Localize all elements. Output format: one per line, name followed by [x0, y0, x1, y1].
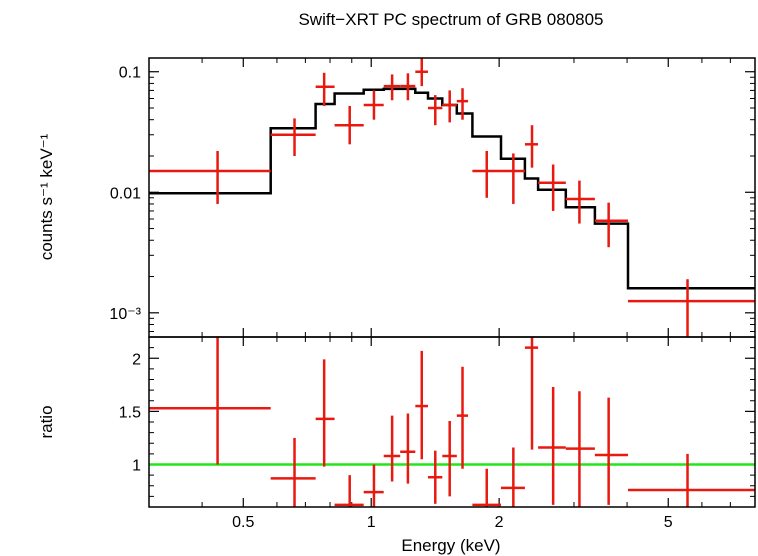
- ratio-data-point: [415, 350, 428, 460]
- ratio-data-point: [472, 468, 501, 507]
- model-curve-path: [149, 87, 755, 290]
- ratio-data-point: [456, 366, 469, 469]
- spectrum-data-point: [565, 180, 595, 224]
- ratio-data-point: [565, 391, 595, 507]
- spectrum-data-point: [363, 90, 384, 120]
- x-axis-label: Energy (keV): [401, 536, 500, 555]
- ratio-data-point: [334, 475, 364, 507]
- chart-title: Swift−XRT PC spectrum of GRB 080805: [298, 10, 603, 29]
- spectrum-data-point: [456, 88, 469, 120]
- y-axis-label-counts: counts s⁻¹ keV⁻¹: [37, 133, 56, 260]
- spectrum-data-point: [627, 279, 755, 337]
- ratio-panel-frame: [148, 336, 756, 508]
- spectrum-data-point: [315, 72, 335, 106]
- spectrum-data-point: [594, 202, 628, 248]
- spectrum-data-point: [415, 58, 428, 87]
- ratio-data-point: [363, 464, 384, 507]
- ratio-y-tick-label: 1.5: [119, 404, 141, 421]
- spectrum-data-points: [149, 58, 755, 337]
- spectrum-y-tick-label: 0.1: [119, 65, 141, 82]
- ratio-data-point: [400, 413, 416, 484]
- ratio-axis-ticks: 0.5 1 2 5 1 1.5 2: [119, 337, 755, 531]
- spectrum-data-point: [270, 118, 316, 156]
- x-tick-label: 2: [495, 514, 504, 531]
- ratio-y-tick-label: 1: [132, 458, 141, 475]
- y-axis-label-ratio: ratio: [37, 405, 56, 438]
- ratio-y-tick-label: 2: [132, 351, 141, 368]
- spectrum-data-point: [472, 150, 501, 198]
- spectrum-data-point: [500, 153, 525, 204]
- ratio-data-point: [524, 337, 539, 450]
- ratio-data-point: [149, 337, 271, 465]
- spectrum-data-point: [149, 150, 271, 204]
- ratio-data-point: [383, 415, 401, 482]
- spectrum-data-point: [427, 95, 443, 126]
- ratio-data-point: [500, 447, 525, 507]
- ratio-data-point: [270, 437, 316, 507]
- x-tick-label: 1: [367, 514, 376, 531]
- ratio-data-point: [427, 450, 443, 504]
- model-step-curve: [149, 87, 755, 290]
- ratio-data-point: [627, 453, 755, 507]
- x-tick-label: 0.5: [232, 514, 254, 531]
- spectrum-data-point: [538, 164, 566, 211]
- ratio-data-point: [442, 420, 457, 497]
- spectrum-panel-frame: [148, 57, 756, 338]
- ratio-data-points: [149, 337, 755, 507]
- spectrum-data-point: [383, 74, 401, 101]
- ratio-data-point: [315, 359, 335, 467]
- ratio-data-point: [538, 386, 566, 505]
- spectrum-y-tick-label: 0.01: [110, 185, 141, 202]
- ratio-data-point: [594, 397, 628, 505]
- spectrum-data-point: [442, 90, 457, 123]
- spectrum-data-point: [400, 73, 416, 101]
- spectrum-data-point: [334, 105, 364, 145]
- x-tick-label: 5: [664, 514, 673, 531]
- spectrum-data-point: [524, 125, 539, 168]
- spectrum-y-tick-label: 10⁻³: [109, 306, 141, 323]
- spectrum-axis-ticks: 0.1 0.01 10⁻³: [109, 58, 755, 337]
